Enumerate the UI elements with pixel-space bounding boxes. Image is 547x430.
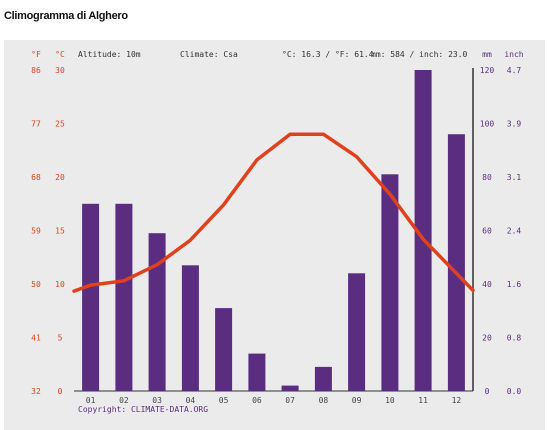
mm-tick-label: 0	[485, 387, 490, 396]
climate-label: Climate: Csa	[180, 50, 238, 59]
celsius-tick-label: 15	[55, 227, 65, 236]
month-tick-label: 02	[119, 396, 129, 405]
mm-tick-label: 80	[482, 173, 492, 182]
mm-tick-label: 60	[482, 227, 492, 236]
average-precipitation-label: mm: 584 / inch: 23.0	[371, 50, 468, 59]
mm-tick-label: 20	[482, 334, 492, 343]
precip-bar	[215, 308, 233, 391]
inch-unit-label: inch	[504, 50, 523, 59]
fahrenheit-tick-label: 32	[31, 387, 41, 396]
precip-bar	[148, 233, 166, 391]
month-tick-label: 08	[319, 396, 329, 405]
inch-tick-label: 0.8	[507, 334, 522, 343]
inch-tick-label: 1.6	[507, 280, 522, 289]
precip-bar	[82, 203, 100, 392]
inch-tick-label: 3.9	[507, 120, 522, 129]
fahrenheit-tick-label: 50	[31, 280, 41, 289]
mm-tick-label: 120	[480, 66, 495, 75]
precip-bar	[181, 265, 199, 391]
fahrenheit-tick-label: 86	[31, 66, 41, 75]
mm-tick-label: 100	[480, 120, 495, 129]
precip-bar	[447, 134, 465, 391]
mm-tick-label: 40	[482, 280, 492, 289]
precip-bar	[381, 174, 399, 391]
fahrenheit-tick-label: 77	[31, 120, 41, 129]
inch-tick-label: 3.1	[507, 173, 522, 182]
altitude-label: Altitude: 10m	[78, 50, 141, 59]
precip-bar	[314, 366, 332, 391]
month-tick-label: 07	[285, 396, 295, 405]
temperature-line	[72, 132, 475, 293]
month-tick-label: 12	[452, 396, 462, 405]
precip-bar	[115, 203, 133, 392]
celsius-tick-label: 5	[58, 334, 63, 343]
fahrenheit-tick-label: 68	[31, 173, 41, 182]
precip-bar	[248, 353, 266, 391]
month-tick-label: 05	[219, 396, 229, 405]
month-tick-label: 01	[86, 396, 96, 405]
month-tick-label: 11	[418, 396, 428, 405]
precip-bar	[348, 273, 366, 391]
celsius-tick-label: 20	[55, 173, 65, 182]
inch-tick-label: 0.0	[507, 387, 522, 396]
average-temperature-label: °C: 16.3 / °F: 61.4	[282, 50, 374, 59]
month-tick-label: 10	[385, 396, 395, 405]
month-tick-label: 09	[352, 396, 362, 405]
celsius-unit-label: °C	[55, 50, 65, 59]
month-tick-label: 04	[186, 396, 196, 405]
precip-bar	[414, 70, 432, 391]
celsius-tick-label: 10	[55, 280, 65, 289]
celsius-tick-label: 30	[55, 66, 65, 75]
copyright-label: Copyright: CLIMATE-DATA.ORG	[78, 405, 208, 414]
celsius-tick-label: 25	[55, 120, 65, 129]
chart-caption: Climogramma di Alghero	[4, 10, 128, 22]
inch-tick-label: 4.7	[507, 66, 522, 75]
fahrenheit-tick-label: 59	[31, 227, 41, 236]
celsius-tick-label: 0	[58, 387, 63, 396]
precip-bar	[281, 385, 299, 391]
fahrenheit-tick-label: 41	[31, 334, 41, 343]
inch-tick-label: 2.4	[507, 227, 522, 236]
mm-unit-label: mm	[482, 50, 492, 59]
month-tick-label: 06	[252, 396, 262, 405]
month-tick-label: 03	[152, 396, 162, 405]
fahrenheit-unit-label: °F	[31, 50, 41, 59]
